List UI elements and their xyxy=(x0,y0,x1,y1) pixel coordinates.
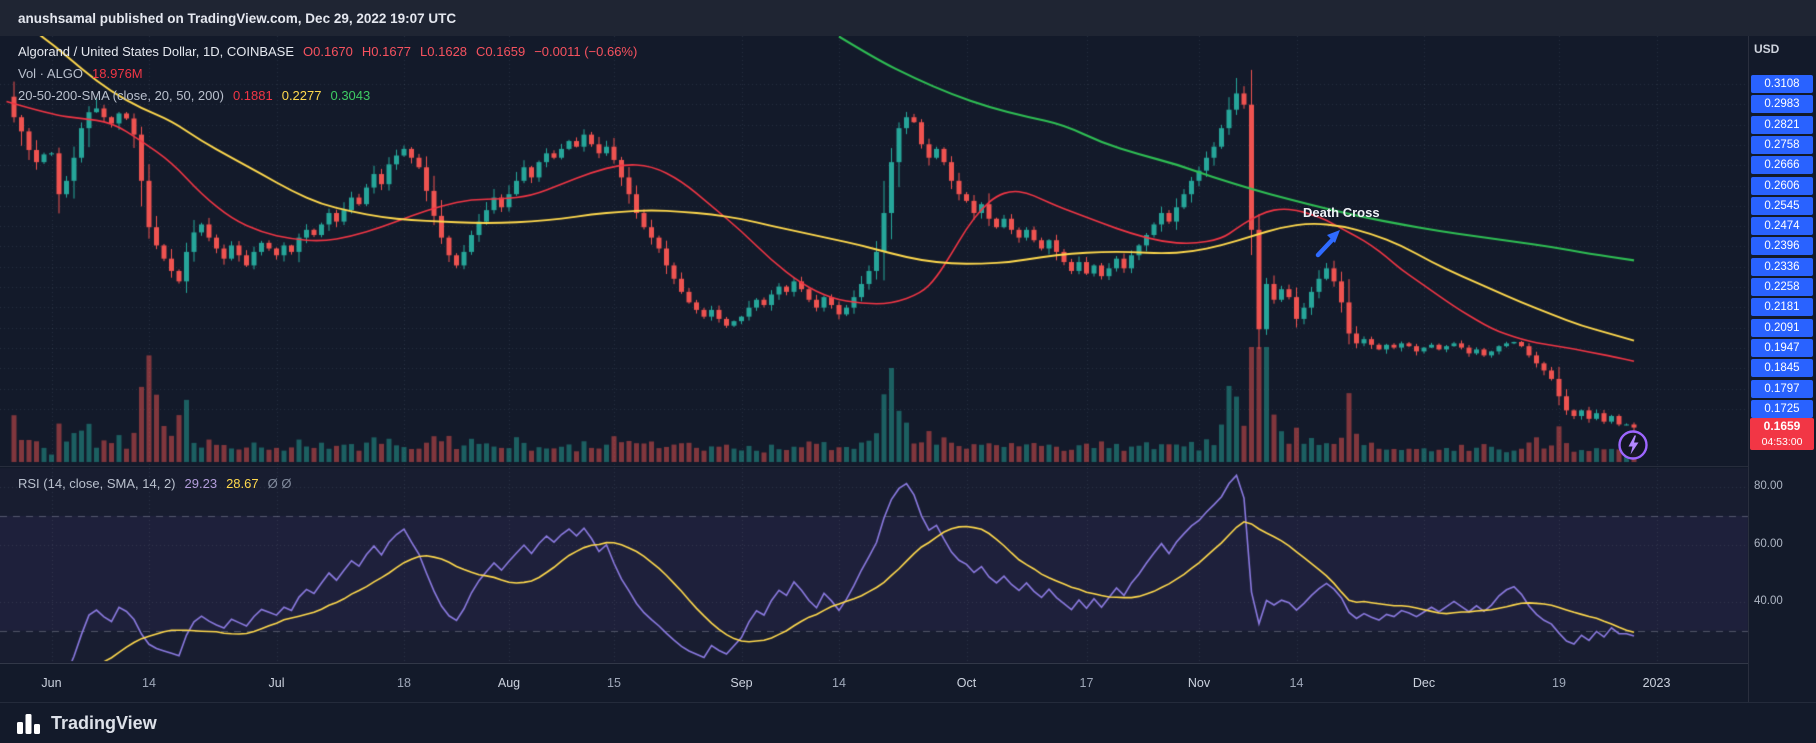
time-axis-label: 14 xyxy=(832,676,846,690)
time-axis-label: Dec xyxy=(1412,676,1436,690)
price-axis-label: 0.2758 xyxy=(1751,135,1813,154)
rsi-axis-label: 40.00 xyxy=(1754,595,1783,607)
price-axis-label: 0.2821 xyxy=(1751,115,1813,134)
price-axis-label: 0.2545 xyxy=(1751,196,1813,215)
price-axis-label: 0.2336 xyxy=(1751,257,1813,276)
time-axis-label: 14 xyxy=(1289,676,1304,690)
time-axis-label: 17 xyxy=(1079,676,1094,690)
lightning-badge[interactable] xyxy=(1616,428,1650,462)
time-axis-label: Oct xyxy=(956,676,977,690)
quote-low: L0.1628 xyxy=(420,44,468,59)
price-axis-label: 0.2091 xyxy=(1751,318,1813,337)
quote-change: −0.0011 (−0.66%) xyxy=(534,44,638,59)
price-axis-label: 0.3108 xyxy=(1751,75,1813,93)
bar-countdown: 04:53:00 xyxy=(1761,436,1803,448)
time-axis-label: Sep xyxy=(730,676,753,690)
rsi-label: RSI (14, close, SMA, 14, 2) xyxy=(18,476,176,491)
price-scale[interactable]: USD 0.1659 04:53:00 0.3108 0.2983 0.2821 0.… xyxy=(1748,36,1816,702)
footer-divider xyxy=(0,702,1816,703)
sma-legend-row: 20-50-200-SMA (close, 20, 50, 200) 0.188… xyxy=(18,88,370,103)
current-price-value: 0.1659 xyxy=(1763,419,1801,433)
price-axis-label: 0.1845 xyxy=(1751,359,1813,378)
current-price-label: 0.1659 04:53:00 xyxy=(1750,418,1814,450)
rsi-sma-value: 28.67 xyxy=(226,476,259,491)
time-axis-label: Aug xyxy=(497,676,521,690)
sma50-value: 0.2277 xyxy=(281,88,322,103)
tradingview-brand[interactable]: TradingView xyxy=(51,712,157,733)
rsi-axis-label: 60.00 xyxy=(1754,537,1783,550)
price-axis-label: 0.2983 xyxy=(1751,95,1813,114)
attribution-text: anushsamal published on TradingView.com,… xyxy=(18,10,457,26)
quote-high: H0.1677 xyxy=(361,44,412,59)
time-axis-label: 14 xyxy=(142,676,156,690)
death-cross-annotation: Death Cross xyxy=(1303,205,1380,220)
time-axis-label: 18 xyxy=(397,676,411,690)
time-scale[interactable]: Jun 14 Jul 18 Aug 15 Sep 14 Oct 17 Nov 14 Dec 19 2023 xyxy=(0,665,1748,702)
price-axis-label: 0.2258 xyxy=(1751,278,1813,297)
volume-legend-row: Vol · ALGO 18.976M xyxy=(18,66,143,81)
rsi-value: 29.23 xyxy=(184,476,218,491)
quote-open: O0.1670 xyxy=(303,44,353,59)
pane-divider[interactable] xyxy=(0,466,1748,467)
price-axis-label: 0.1947 xyxy=(1751,339,1813,358)
time-axis-label: 19 xyxy=(1552,676,1566,690)
attribution-bar: anushsamal published on TradingView.com,… xyxy=(0,0,1816,36)
death-cross-arrow-icon xyxy=(1315,230,1340,258)
price-scale-unit: USD xyxy=(1754,42,1780,56)
price-axis-label: 0.2181 xyxy=(1751,298,1813,317)
rsi-axis-label: 80.00 xyxy=(1754,480,1783,492)
price-scale-separator xyxy=(1748,36,1749,702)
sma-label: 20-50-200-SMA (close, 20, 50, 200) xyxy=(18,88,224,103)
tradingview-logo-icon[interactable] xyxy=(16,711,41,736)
time-axis-label: 15 xyxy=(607,676,621,690)
price-axis-label: 0.2396 xyxy=(1751,237,1813,256)
symbol-title: Algorand / United States Dollar, 1D, COI… xyxy=(18,44,295,59)
time-axis-label: 2023 xyxy=(1642,676,1671,690)
price-axis-label: 0.1725 xyxy=(1751,399,1813,418)
volume-value: 18.976M xyxy=(92,66,143,81)
sma200-value: 0.3043 xyxy=(330,88,371,103)
rsi-empty-values: Ø Ø xyxy=(267,476,292,491)
time-axis-label: Jun xyxy=(41,676,62,690)
sma20-value: 0.1881 xyxy=(232,88,273,103)
timeline-divider xyxy=(0,663,1748,664)
price-axis-label: 0.2666 xyxy=(1751,156,1813,175)
time-axis-label: Nov xyxy=(1187,676,1211,690)
symbol-legend-row: Algorand / United States Dollar, 1D, COI… xyxy=(18,44,637,59)
rsi-legend-row: RSI (14, close, SMA, 14, 2) 29.23 28.67 … xyxy=(18,476,291,491)
volume-label: Vol · ALGO xyxy=(18,66,84,81)
price-axis-label: 0.2474 xyxy=(1751,217,1813,236)
price-axis-label: 0.2606 xyxy=(1751,176,1813,195)
quote-close: C0.1659 xyxy=(476,44,526,59)
price-axis-label: 0.1797 xyxy=(1751,379,1813,398)
time-axis-label: Jul xyxy=(268,676,285,690)
footer: TradingView xyxy=(0,703,1816,743)
